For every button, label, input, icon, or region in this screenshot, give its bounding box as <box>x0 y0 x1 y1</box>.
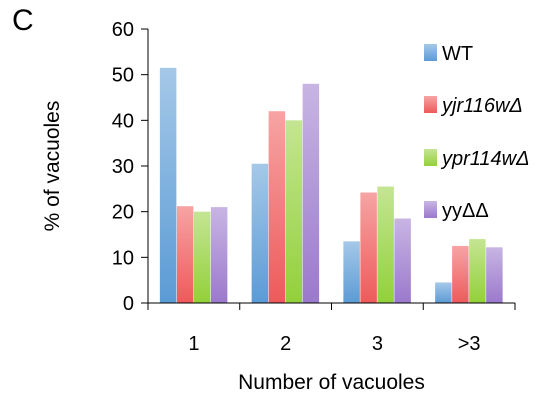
bar-WT-2 <box>251 163 269 303</box>
x-axis-title: Number of vacuoles <box>238 371 425 394</box>
y-axis-title: % of vacuoles <box>41 101 64 232</box>
legend: WT yjr116wΔ ypr114wΔ yyΔΔ <box>424 43 530 222</box>
y-tick-label: 30 <box>112 156 134 178</box>
legend-label: ypr114wΔ <box>440 148 530 170</box>
legend-swatch <box>424 201 437 218</box>
bar-yyΔΔ-1 <box>210 207 228 303</box>
bar-yjr116wΔ-1 <box>176 206 194 303</box>
x-tick-label: 1 <box>188 333 199 355</box>
bars-group <box>159 67 503 303</box>
bar-yjr116wΔ-2 <box>268 111 286 303</box>
legend-swatch <box>424 44 437 61</box>
legend-label: yjr116wΔ <box>440 95 523 117</box>
bar-ypr114wΔ-1 <box>193 211 211 303</box>
bar-WT-1 <box>159 67 177 303</box>
bar-ypr114wΔ-3 <box>377 186 394 303</box>
y-tick-label: 0 <box>123 293 134 315</box>
bar-yyΔΔ->3 <box>486 247 503 303</box>
bar-ypr114wΔ->3 <box>469 239 486 303</box>
bar-yyΔΔ-2 <box>302 83 320 303</box>
y-tick-label: 50 <box>112 65 134 87</box>
y-tick-label: 10 <box>112 247 134 269</box>
y-tick-label: 60 <box>112 19 134 41</box>
bar-ypr114wΔ-2 <box>285 120 303 303</box>
legend-label: WT <box>442 43 473 65</box>
legend-swatch <box>424 96 437 113</box>
x-tick-label: 2 <box>280 333 291 355</box>
y-tick-label: 40 <box>112 110 134 132</box>
x-tick-label: >3 <box>458 333 481 355</box>
panel-letter: C <box>12 4 34 37</box>
bar-yjr116wΔ->3 <box>452 245 469 303</box>
bar-yyΔΔ-3 <box>394 218 411 303</box>
bar-WT->3 <box>435 282 452 303</box>
axes-group: 0 10 20 30 40 50 60 1 2 3 >3 Number of vacuoles % of… <box>41 19 516 394</box>
legend-swatch <box>424 149 437 166</box>
x-tick-label: 3 <box>372 333 383 355</box>
legend-label: yyΔΔ <box>442 200 489 222</box>
bar-yjr116wΔ-3 <box>360 192 377 303</box>
y-tick-label: 20 <box>112 202 134 224</box>
bar-WT-3 <box>343 241 360 303</box>
